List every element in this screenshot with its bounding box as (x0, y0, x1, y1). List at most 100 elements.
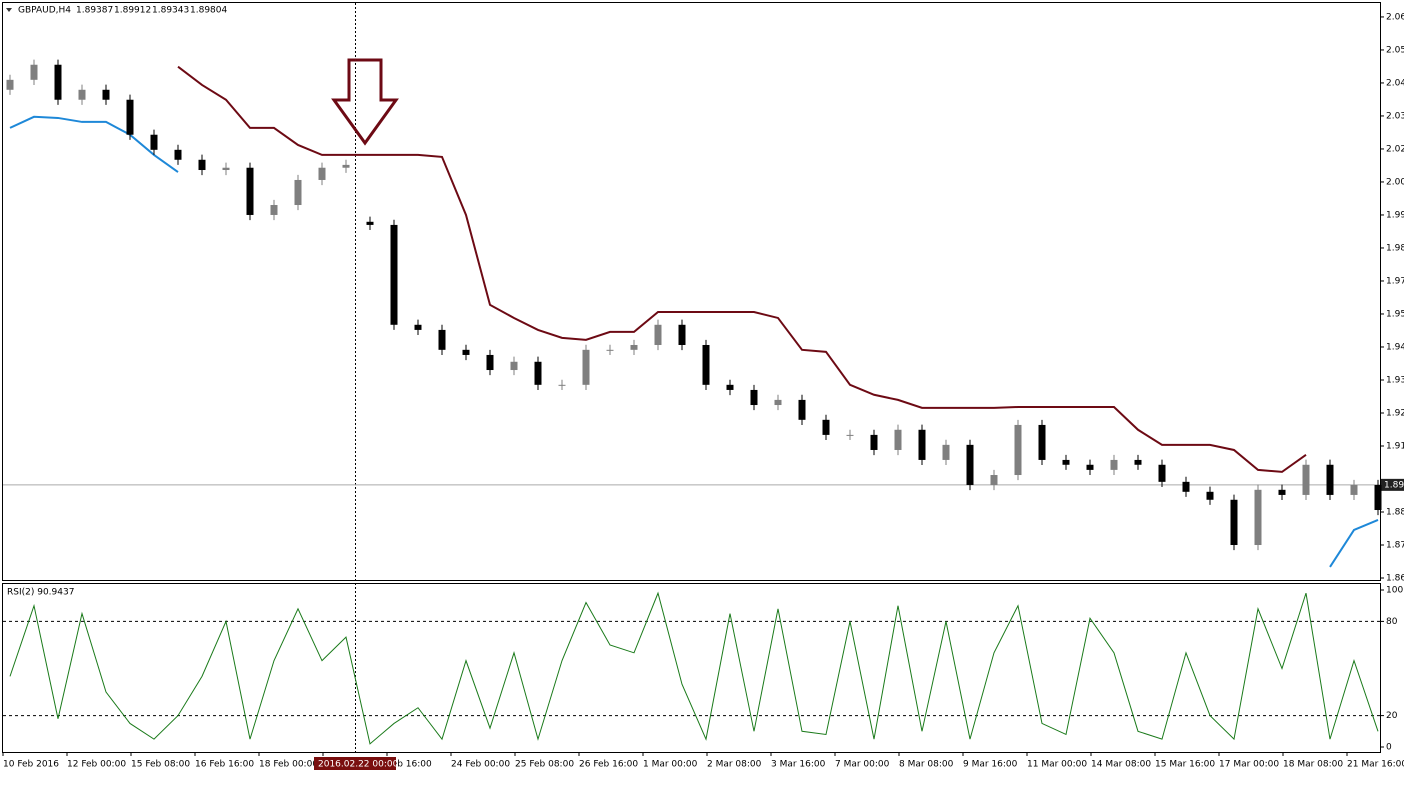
candle-body (918, 429, 926, 460)
candle-body (54, 64, 62, 100)
candle-body (462, 349, 470, 355)
candle-body (318, 167, 326, 180)
x-tick-label: 2 Mar 08:00 (707, 760, 762, 770)
candle-body (726, 384, 734, 390)
y-tick-label: 1.86 (1386, 574, 1404, 584)
last-price-box (1381, 478, 1404, 491)
x-tick-label: 15 Mar 16:00 (1155, 760, 1215, 770)
x-tick-label: 14 Mar 08:00 (1091, 760, 1151, 770)
rsi-title: RSI(2) 90.9437 (7, 588, 74, 598)
down-arrow (331, 58, 399, 146)
x-tick-label: 15 Feb 08:00 (131, 760, 190, 770)
candle-body (774, 399, 782, 406)
line (9, 591, 1379, 745)
candle-body (1278, 489, 1286, 495)
menu-triangle[interactable] (6, 8, 12, 12)
candle-body (990, 475, 998, 485)
x-tick-label: 26 Feb 16:00 (579, 760, 638, 770)
rsi-panel (2, 583, 1381, 753)
y-tick-label: 1.88 (1386, 508, 1404, 518)
candle-body (822, 419, 830, 435)
x-tick-label: 1 Mar 00:00 (643, 760, 698, 770)
line (177, 65, 1307, 473)
candle-body (1374, 484, 1382, 511)
candle-body (558, 384, 566, 386)
candle-body (630, 344, 638, 350)
candle-body (486, 354, 494, 371)
y-tick-label: 2.05 (1386, 45, 1404, 55)
candle-body (798, 399, 806, 420)
candle-body (870, 434, 878, 450)
y-tick-label: 2.04 (1386, 78, 1404, 88)
candle-body (606, 349, 614, 351)
x-tick-label: 17 Mar 00:00 (1219, 760, 1279, 770)
candle-body (582, 349, 590, 385)
x-tick-label: 3 Mar 16:00 (771, 760, 826, 770)
candle-body (246, 167, 254, 215)
candle-body (1182, 481, 1190, 492)
line (9, 115, 179, 173)
y-tick-label: 2.06 (1386, 12, 1404, 22)
crosshair-label: 2016.02.22 00:00 (318, 760, 399, 770)
candle-body (1038, 424, 1046, 460)
ohlc-value: 1.89804 (190, 6, 227, 16)
candle-body (1350, 484, 1358, 495)
symbol: GBPAUD,H4 (18, 6, 71, 16)
x-tick-label: 24 Feb 00:00 (451, 760, 510, 770)
y-tick-label: 2.00 (1386, 177, 1404, 187)
x-tick-label: 10 Feb 2016 (3, 760, 59, 770)
candle-body (654, 324, 662, 345)
candle-body (198, 159, 206, 171)
candle-body (1134, 459, 1142, 465)
last-price-label: 1.89 (1384, 480, 1404, 490)
candle-body (702, 344, 710, 385)
y-tick-label: 1.92 (1386, 408, 1404, 418)
candle-body (6, 79, 14, 90)
candle-body (102, 89, 110, 100)
candle-body (942, 444, 950, 460)
y-tick-label: 80 (1386, 617, 1398, 627)
y-tick-label: 0 (1386, 743, 1392, 753)
candle-body (30, 64, 38, 80)
candle-body (1302, 464, 1310, 495)
candle-body (1086, 464, 1094, 470)
y-tick-label: 1.97 (1386, 276, 1404, 286)
y-tick-label: 1.87 (1386, 541, 1404, 551)
candle-body (390, 224, 398, 325)
candle-body (1254, 489, 1262, 546)
candle-body (366, 221, 374, 225)
candle-body (270, 205, 278, 215)
x-tick-label: 7 Mar 00:00 (835, 760, 890, 770)
crosshair-label-box (314, 757, 396, 770)
candle-body (222, 167, 230, 171)
candle-body (1110, 459, 1118, 470)
y-tick-label: 1.94 (1386, 342, 1404, 352)
candle-body (1230, 499, 1238, 546)
candle-body (1014, 424, 1022, 476)
x-tick-label: 12 Feb 00:00 (67, 760, 126, 770)
candle-body (1158, 464, 1166, 482)
y-tick-label: 2.03 (1386, 111, 1404, 121)
y-tick-label: 1.91 (1386, 441, 1404, 451)
y-tick-label: 1.98 (1386, 243, 1404, 253)
line (1329, 519, 1379, 568)
x-tick-label: 18 Mar 08:00 (1283, 760, 1343, 770)
x-tick-label: 8 Mar 08:00 (899, 760, 954, 770)
candle-body (414, 324, 422, 330)
x-tick-label: 21 Mar 16:00 (1347, 760, 1404, 770)
x-tick-label: 25 Feb 08:00 (515, 760, 574, 770)
candle-body (438, 329, 446, 350)
candle-body (894, 429, 902, 450)
x-tick-label: Feb 16:00 (387, 760, 432, 770)
candle-body (510, 361, 518, 371)
candle-body (1326, 464, 1334, 495)
y-tick-label: 2.02 (1386, 144, 1404, 154)
candle-body (678, 324, 686, 345)
candle-body (1206, 491, 1214, 500)
candle-body (150, 134, 158, 150)
x-tick-label: 9 Mar 16:00 (963, 760, 1018, 770)
y-tick-label: 20 (1386, 711, 1398, 721)
ohlc-value: 1.89343 (152, 6, 189, 16)
candle-body (342, 164, 350, 168)
